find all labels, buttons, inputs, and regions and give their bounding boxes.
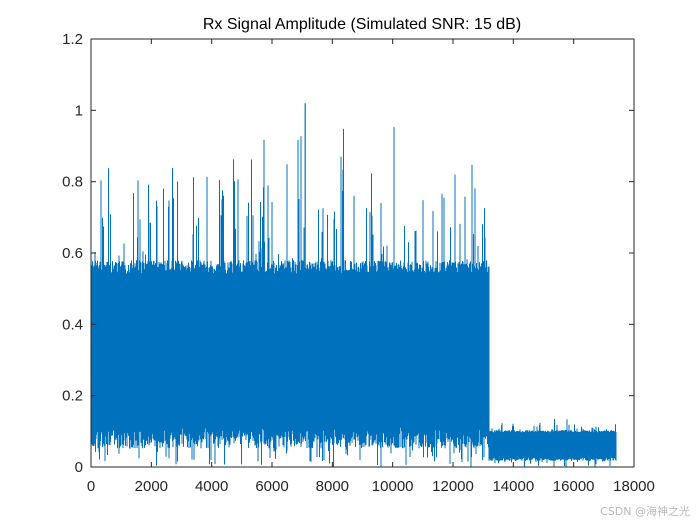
y-tick-label: 0.2 [62, 388, 83, 405]
x-tick-label: 0 [87, 478, 95, 495]
y-tick-label: 0.6 [62, 245, 83, 262]
x-tick-label: 10000 [372, 478, 414, 495]
y-tick-label: 0.8 [62, 174, 83, 191]
y-tick-label: 0 [75, 459, 83, 476]
chart-title: Rx Signal Amplitude (Simulated SNR: 15 d… [203, 16, 521, 33]
x-tick-label: 2000 [135, 478, 168, 495]
signal-segment-2 [488, 418, 617, 467]
x-tick-label: 8000 [316, 478, 349, 495]
x-tick-label: 6000 [255, 478, 288, 495]
x-tick-label: 4000 [195, 478, 228, 495]
y-tick-label: 1 [75, 102, 83, 119]
x-tick-label: 12000 [432, 478, 474, 495]
y-tick-label: 1.2 [62, 31, 83, 48]
x-tick-label: 18000 [613, 478, 655, 495]
x-tick-label: 14000 [492, 478, 534, 495]
watermark: CSDN @海神之光 [600, 505, 690, 518]
y-tick-label: 0.4 [62, 316, 83, 333]
x-tick-label: 16000 [553, 478, 595, 495]
axes-ticks: 0 2000 4000 6000 8000 10000 12000 14000 16000 180… [62, 31, 655, 495]
